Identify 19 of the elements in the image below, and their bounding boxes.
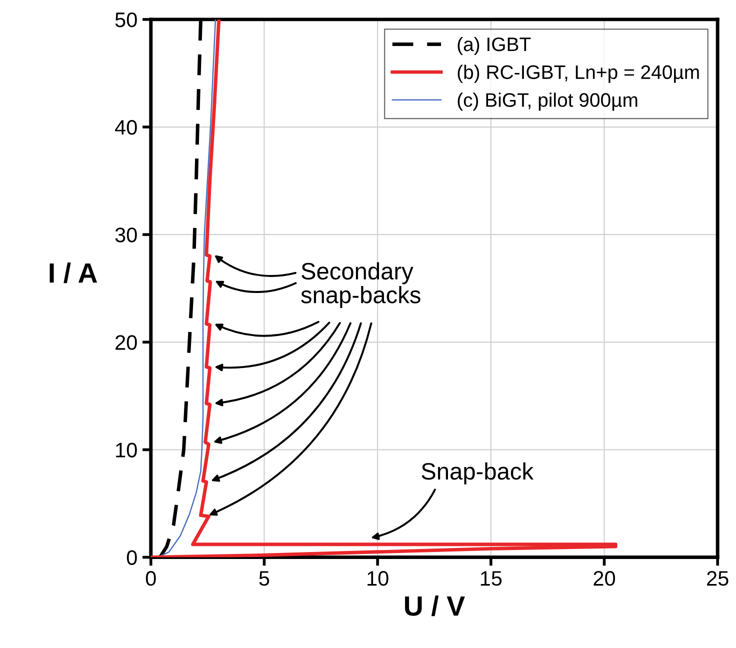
legend-label: (a) IGBT [458,36,531,56]
annotation: Snap-back [422,462,534,484]
y-tick-label: 40 [114,120,137,135]
x-tick-label: 15 [480,571,502,586]
y-axis-title: I / A [50,262,98,284]
x-tick-label: 20 [594,571,616,586]
y-tick-label: 10 [116,442,137,458]
legend-label: (c) BiGT, pilot 900µm [458,92,638,111]
legend-label: (b) RC-IGBT, Ln+p = 240µm [458,64,699,83]
y-tick-label: 0 [126,550,137,566]
y-tick-label: 50 [115,12,137,28]
y-tick-label: 30 [115,228,137,242]
annotation: Secondary snap-backs [301,262,420,308]
x-tick-label: 5 [259,571,270,586]
x-tick-label: 0 [146,571,156,586]
x-tick-label: 10 [368,571,388,586]
x-axis-title: U / V [405,595,465,616]
x-tick-label: 25 [707,571,728,586]
y-tick-label: 20 [116,335,137,350]
